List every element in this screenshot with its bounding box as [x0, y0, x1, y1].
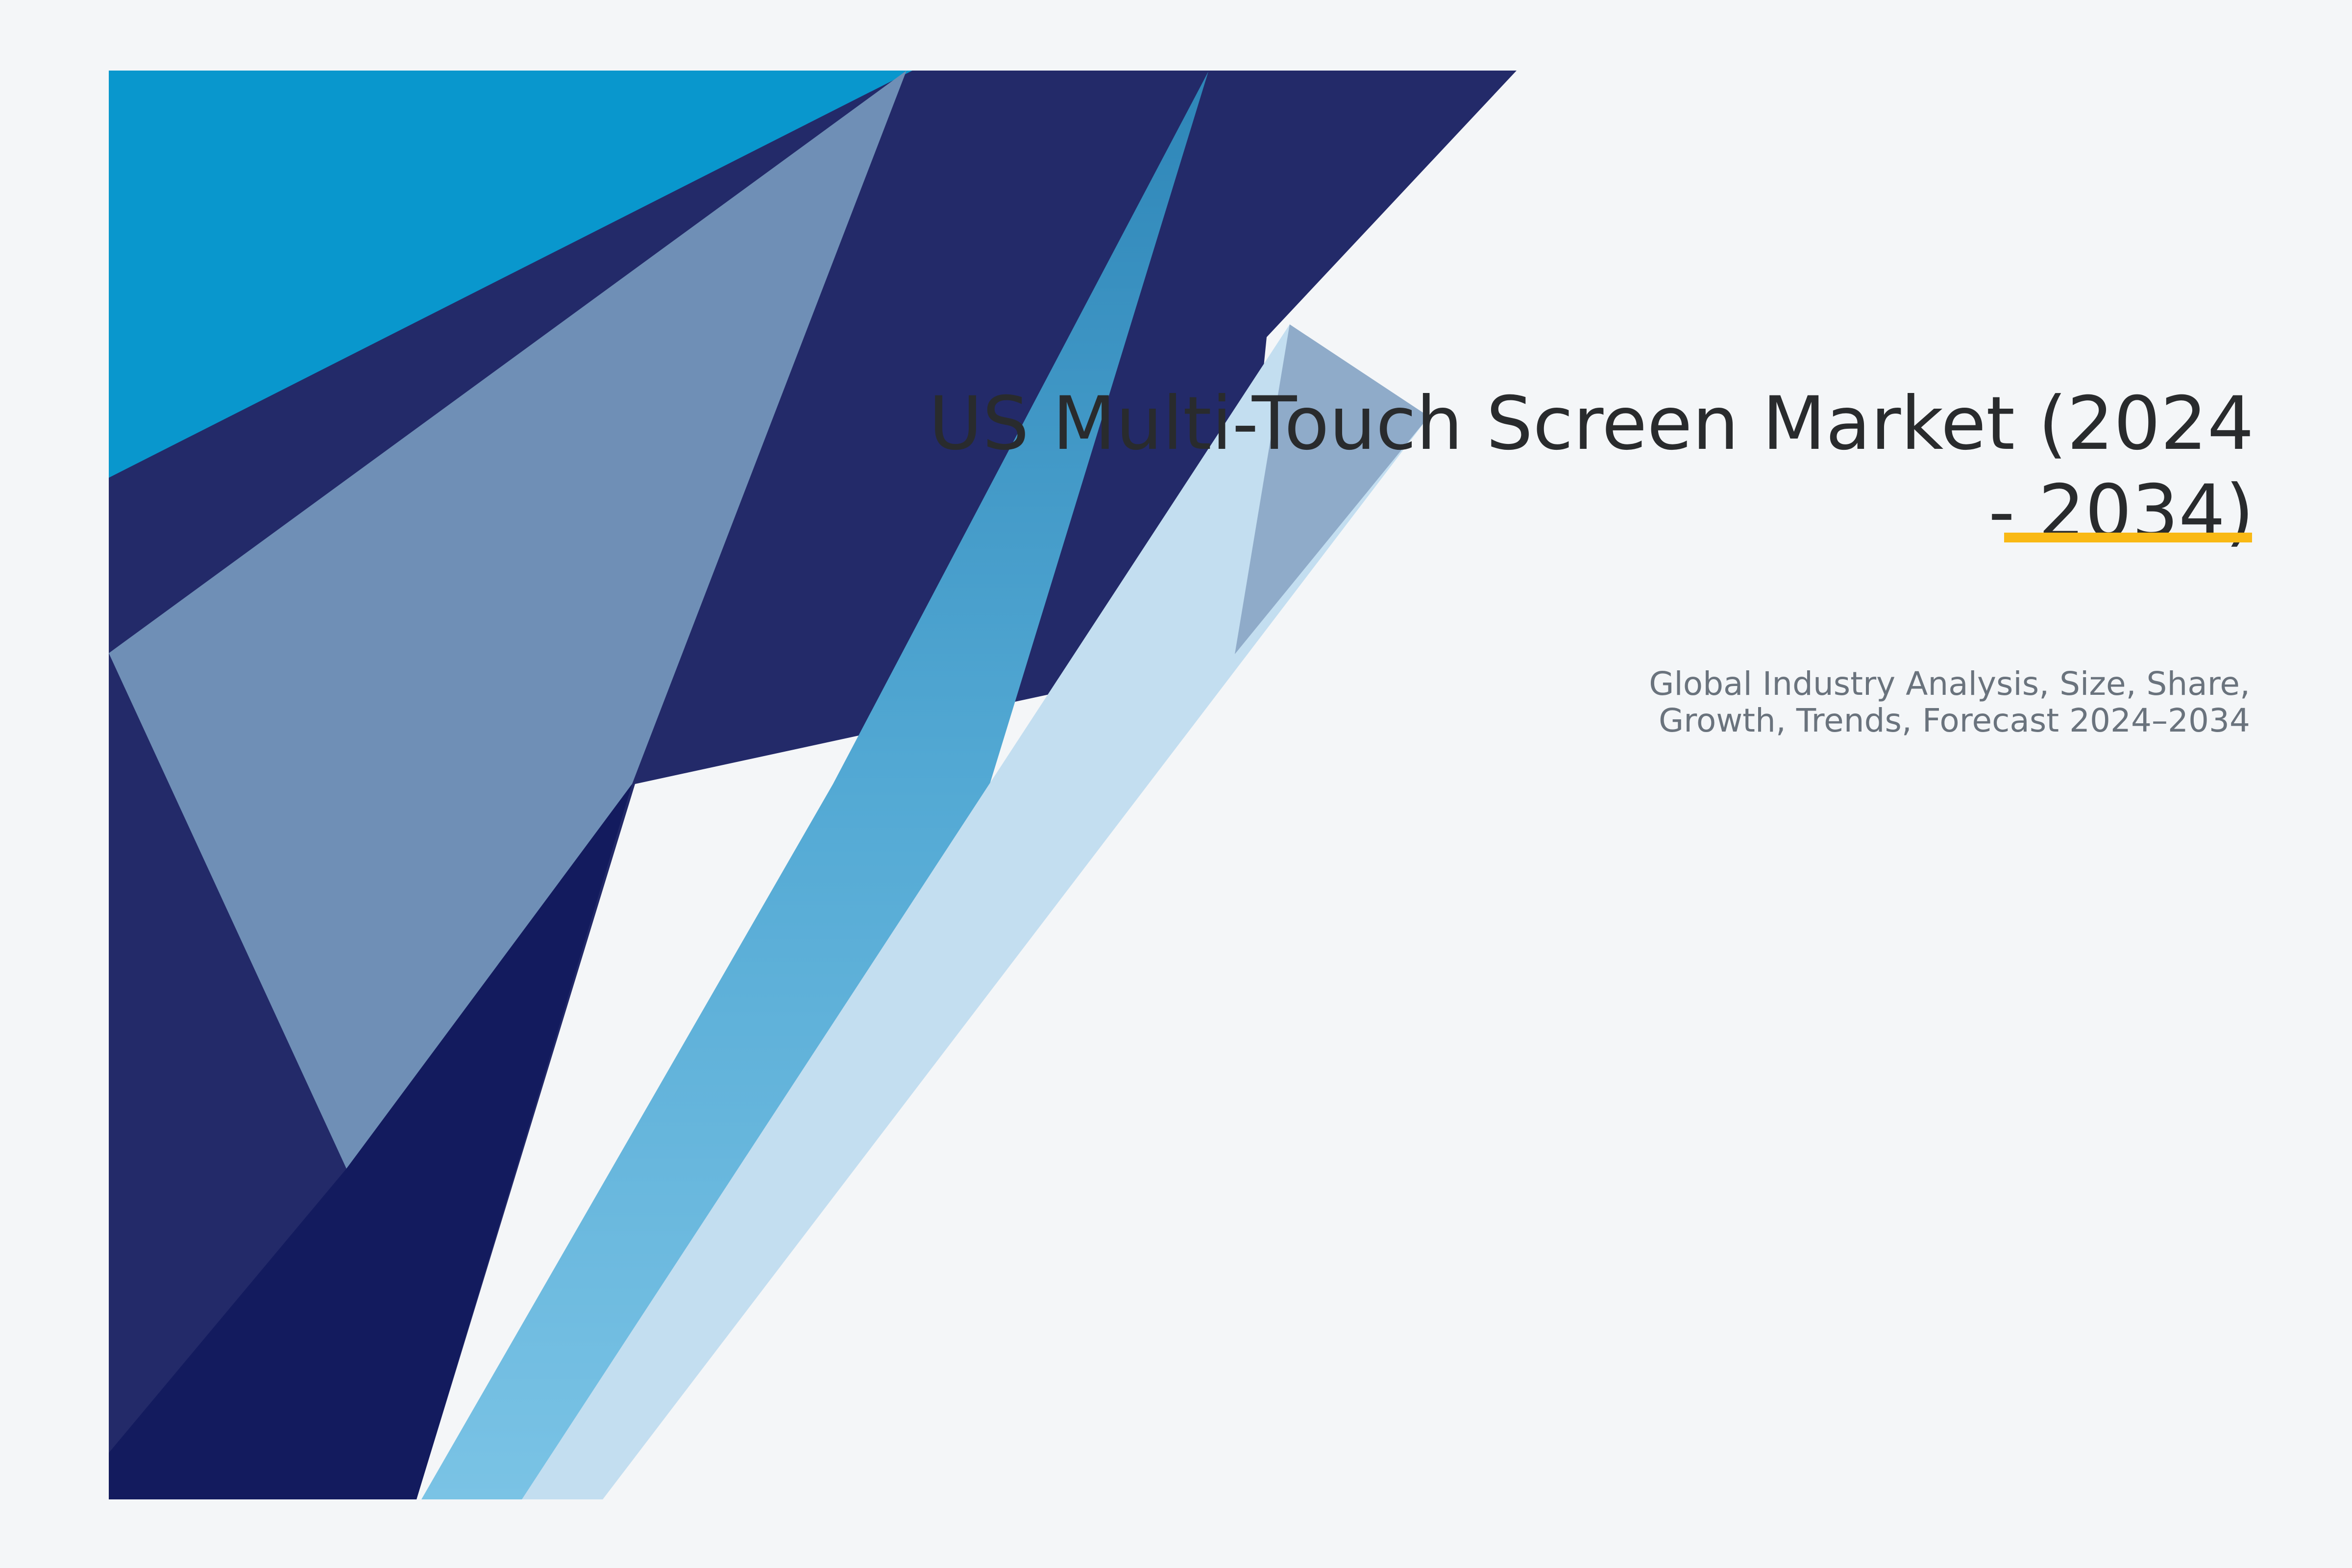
- title-underline-accent: [2004, 533, 2252, 542]
- report-subtitle: Global Industry Analysis, Size, Share, G…: [1417, 665, 2250, 739]
- report-subtitle-line-2: Growth, Trends, Forecast 2024–2034: [1658, 702, 2250, 739]
- decor-pale-blue-band: [522, 324, 1429, 1499]
- decor-slate-quad: [109, 71, 906, 1169]
- decor-cyan-triangle: [109, 71, 912, 478]
- decor-pale-over-navy-facet: [1235, 324, 1429, 654]
- report-title-line-1: US Multi-Touch Screen Market (2024: [929, 381, 2254, 466]
- decor-dark-navy-wedge: [109, 784, 632, 1499]
- report-title: US Multi-Touch Screen Market (2024 - 203…: [784, 380, 2254, 556]
- report-title-line-2: - 2034): [1988, 469, 2254, 555]
- report-subtitle-line-1: Global Industry Analysis, Size, Share,: [1649, 665, 2250, 703]
